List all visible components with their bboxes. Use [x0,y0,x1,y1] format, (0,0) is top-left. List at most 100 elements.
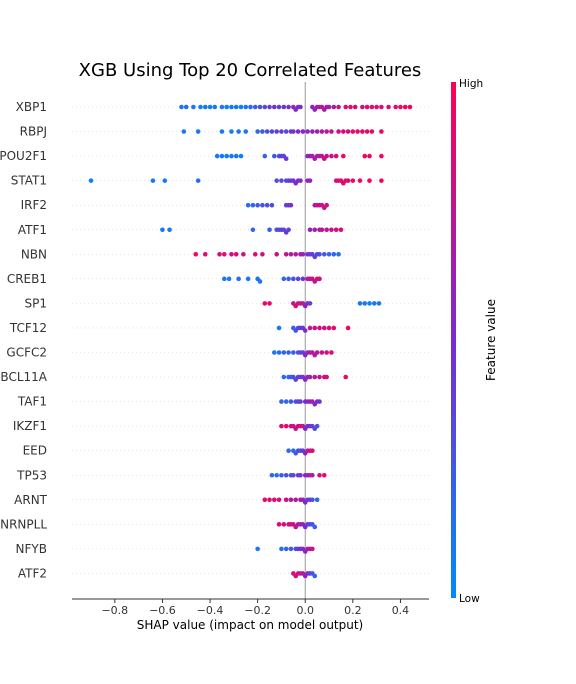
data-point [255,129,260,134]
data-point [233,153,239,159]
data-point [336,129,341,134]
data-point [291,276,296,282]
data-point [243,104,249,110]
data-point [229,129,234,134]
feature-label: NFYB [16,542,47,556]
data-point [274,472,279,478]
data-point [302,328,308,333]
feature-label: TAF1 [17,395,47,409]
data-point [222,276,227,282]
data-point [393,104,398,110]
feature-label: NBN [21,247,47,261]
data-point [291,350,296,355]
data-point [348,104,353,110]
data-point [195,129,201,134]
data-point [283,497,289,503]
data-point [229,252,234,257]
data-point [255,546,260,552]
data-point [376,301,382,306]
data-point [312,524,318,530]
feature-label: RBPJ [20,125,47,139]
data-point [219,153,225,159]
data-point [191,104,196,110]
data-point [219,104,225,110]
data-point [333,153,339,159]
x-tick-label: −0.8 [101,604,128,617]
data-point [357,178,363,183]
data-point [269,472,275,478]
data-point [362,301,368,306]
data-point [260,129,265,134]
data-point [229,153,234,159]
data-point [345,178,351,183]
data-point [262,153,268,159]
data-point [317,276,322,282]
data-point [312,325,318,331]
data-point [250,227,256,233]
data-point [379,153,384,159]
data-point [331,325,337,331]
data-point [257,104,263,110]
data-point [300,129,306,134]
data-point [360,104,365,110]
points-group [88,104,413,579]
feature-label: BCL11A [0,370,47,384]
data-point [324,153,329,159]
data-point [281,350,287,355]
x-tick-label: −0.4 [197,604,224,617]
data-point [288,399,294,404]
data-point [214,153,220,159]
data-point [207,104,213,110]
data-point [238,104,244,110]
data-point [276,104,282,110]
data-point [329,227,334,233]
data-point [288,252,294,257]
data-point [281,522,287,527]
data-point [229,104,234,110]
feature-label: ARNT [14,493,48,507]
data-point [341,153,346,159]
data-point [300,276,306,282]
data-point [250,202,256,208]
data-point [291,129,296,134]
x-ticks: −0.8 −0.6 −0.4 −0.2 0.0 0.2 0.4 [101,599,409,617]
data-point [321,325,327,331]
data-point [252,252,258,257]
data-point [298,399,303,404]
data-point [314,350,320,355]
data-point [310,546,315,552]
data-point [279,423,284,429]
x-tick-label: 0.0 [296,604,314,617]
data-point [202,252,208,257]
data-point [286,276,291,282]
chart-title: XGB Using Top 20 Correlated Features [79,60,422,81]
data-point [300,252,306,257]
data-point [364,129,370,134]
data-point [274,178,279,183]
data-point [310,448,315,454]
data-point [319,350,325,355]
data-point [260,252,265,257]
data-point [321,472,327,478]
data-point [343,104,349,110]
data-point [379,104,384,110]
data-point [298,472,303,478]
feature-label: HNRNPLL [0,517,47,531]
data-point [272,350,277,355]
data-point [324,350,329,355]
data-point [319,227,325,233]
colorbar-high-label: High [459,78,483,90]
feature-label: TCF12 [9,321,47,335]
data-point [307,301,313,306]
feature-label: CREB1 [7,272,47,286]
feature-labels: XBP1 RBPJ POU2F1 STAT1 IRF2 ATF1 NBN CREB1 SP1 TC… [0,100,48,580]
data-point [367,153,372,159]
data-point [241,252,246,257]
data-point [283,546,289,552]
data-point [317,399,322,404]
data-point [274,252,279,257]
data-point [286,227,291,233]
data-point [236,129,241,134]
data-point [150,178,156,183]
